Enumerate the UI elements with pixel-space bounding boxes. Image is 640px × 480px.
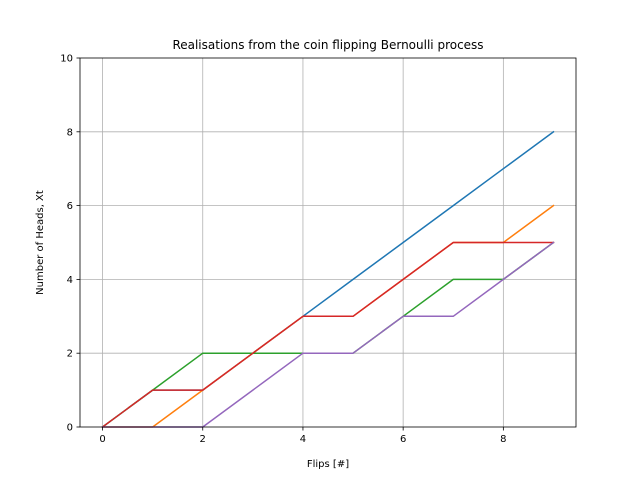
y-tick-label: 0	[67, 423, 73, 434]
plot-frame	[79, 57, 577, 428]
chart-title: Realisations from the coin flipping Bern…	[172, 38, 483, 52]
y-tick-label: 8	[67, 127, 73, 138]
x-tick-label: 6	[400, 434, 406, 445]
x-axis-label: Flips [#]	[307, 459, 349, 470]
y-tick-label: 4	[67, 275, 73, 286]
x-tick-label: 4	[300, 434, 306, 445]
axis-ticks: 0 2 4 6 8 0 2 4 6 8 10	[60, 54, 506, 446]
series-line-4	[101, 241, 555, 429]
y-tick-label: 2	[67, 349, 73, 360]
y-tick-label: 10	[60, 54, 73, 65]
x-tick-label: 2	[200, 434, 206, 445]
x-tick-label: 0	[99, 434, 105, 445]
y-tick-label: 6	[67, 201, 73, 212]
x-tick-label: 8	[500, 434, 506, 445]
y-axis-label: Number of Heads, Xt	[35, 190, 46, 295]
